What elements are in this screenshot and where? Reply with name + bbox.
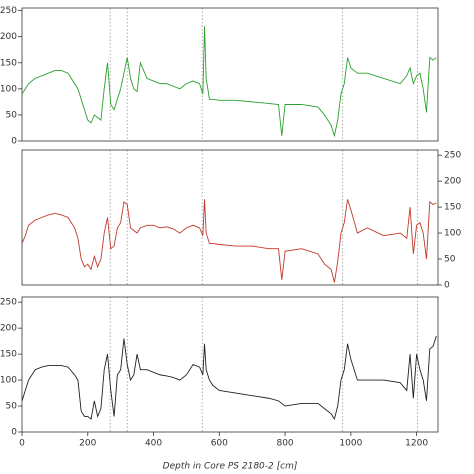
data-line: [21, 335, 437, 421]
y-tick-label: 100: [444, 229, 461, 239]
y-tick-label: 0: [11, 137, 17, 147]
x-axis-label: Depth in Core PS 2180-2 [cm]: [163, 462, 298, 472]
data-line: [21, 26, 437, 138]
x-tick-label: 200: [79, 439, 96, 449]
x-tick-label: 800: [276, 439, 293, 449]
x-tick-label: 0: [19, 439, 25, 449]
y-tick-label: 50: [6, 402, 18, 412]
y-tick-label: 200: [0, 32, 17, 42]
data-line: [21, 199, 437, 283]
panel-frame: [21, 7, 439, 142]
y-tick-label: 150: [0, 350, 17, 360]
y-tick-label: 150: [444, 203, 461, 213]
x-tick-label: 1200: [405, 439, 428, 449]
y-tick-label: 50: [6, 110, 18, 120]
y-tick-label: 200: [444, 177, 461, 187]
x-tick-label: 400: [145, 439, 162, 449]
y-tick-label: 100: [0, 376, 17, 386]
x-tick-label: 600: [211, 439, 228, 449]
y-tick-label: 100: [0, 84, 17, 94]
x-tick-label: 1000: [339, 439, 362, 449]
panel-frame: [21, 149, 439, 286]
y-tick-label: 150: [0, 58, 17, 68]
y-tick-label: 250: [0, 298, 17, 308]
y-tick-label: 0: [11, 428, 17, 438]
y-tick-label: 250: [444, 151, 461, 161]
y-tick-label: 50: [444, 255, 456, 265]
panel-frame: [21, 296, 439, 433]
y-tick-label: 250: [0, 6, 17, 16]
y-tick-label: 200: [0, 324, 17, 334]
y-tick-label: 0: [444, 281, 450, 291]
